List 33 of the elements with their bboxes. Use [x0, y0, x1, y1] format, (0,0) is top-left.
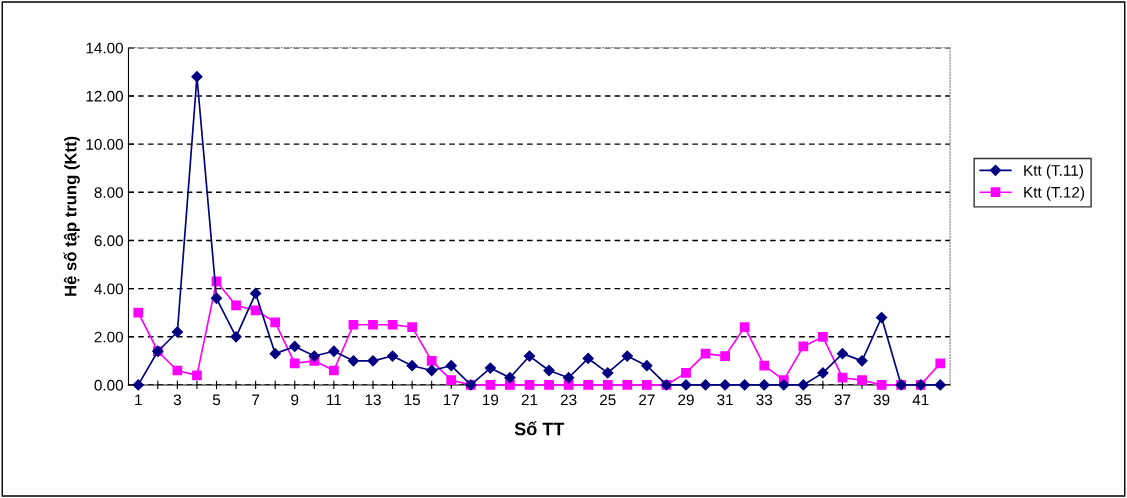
y-tick-label: 12.00	[86, 90, 124, 102]
x-tick-label: 31	[717, 394, 733, 406]
x-tick-label: 33	[756, 394, 773, 406]
x-tick-label: 1	[135, 394, 142, 406]
x-tick-label: 7	[252, 394, 260, 406]
x-tick-label: 9	[291, 394, 299, 406]
y-tick-label: 8.00	[94, 187, 124, 198]
y-tick-label: 4.00	[94, 283, 124, 295]
x-tick-label: 27	[639, 394, 655, 406]
x-tick-label: 23	[560, 394, 577, 406]
x-tick-label: 11	[327, 394, 342, 406]
x-tick-label: 41	[912, 394, 929, 406]
x-tick-label: 5	[212, 394, 221, 406]
x-tick-label: 19	[483, 394, 499, 406]
x-tick-label: 15	[404, 394, 420, 406]
x-tick-label: 39	[873, 394, 890, 406]
x-tick-label: 3	[173, 394, 181, 406]
y-tick-label: 0.00	[94, 379, 124, 391]
legend-label: Ktt (T.12)	[1024, 186, 1085, 201]
y-tick-label: 10.00	[86, 139, 124, 150]
y-axis-title: Hệ số tập trung (Ktt)	[63, 136, 80, 296]
x-tick-label: 35	[795, 394, 812, 406]
y-tick-label: 2.00	[94, 331, 124, 343]
x-tick-label: 25	[600, 394, 616, 406]
x-tick-label: 29	[678, 394, 694, 406]
y-tick-label: 14.00	[86, 42, 124, 54]
x-tick-label: 13	[365, 394, 381, 406]
x-tick-label: 21	[521, 394, 538, 406]
x-tick-label: 17	[443, 394, 459, 406]
x-axis-title: Số TT	[514, 421, 565, 436]
x-tick-label: 37	[834, 394, 851, 406]
legend-label: Ktt (T.11)	[1024, 164, 1083, 179]
y-tick-label: 6.00	[94, 235, 124, 247]
